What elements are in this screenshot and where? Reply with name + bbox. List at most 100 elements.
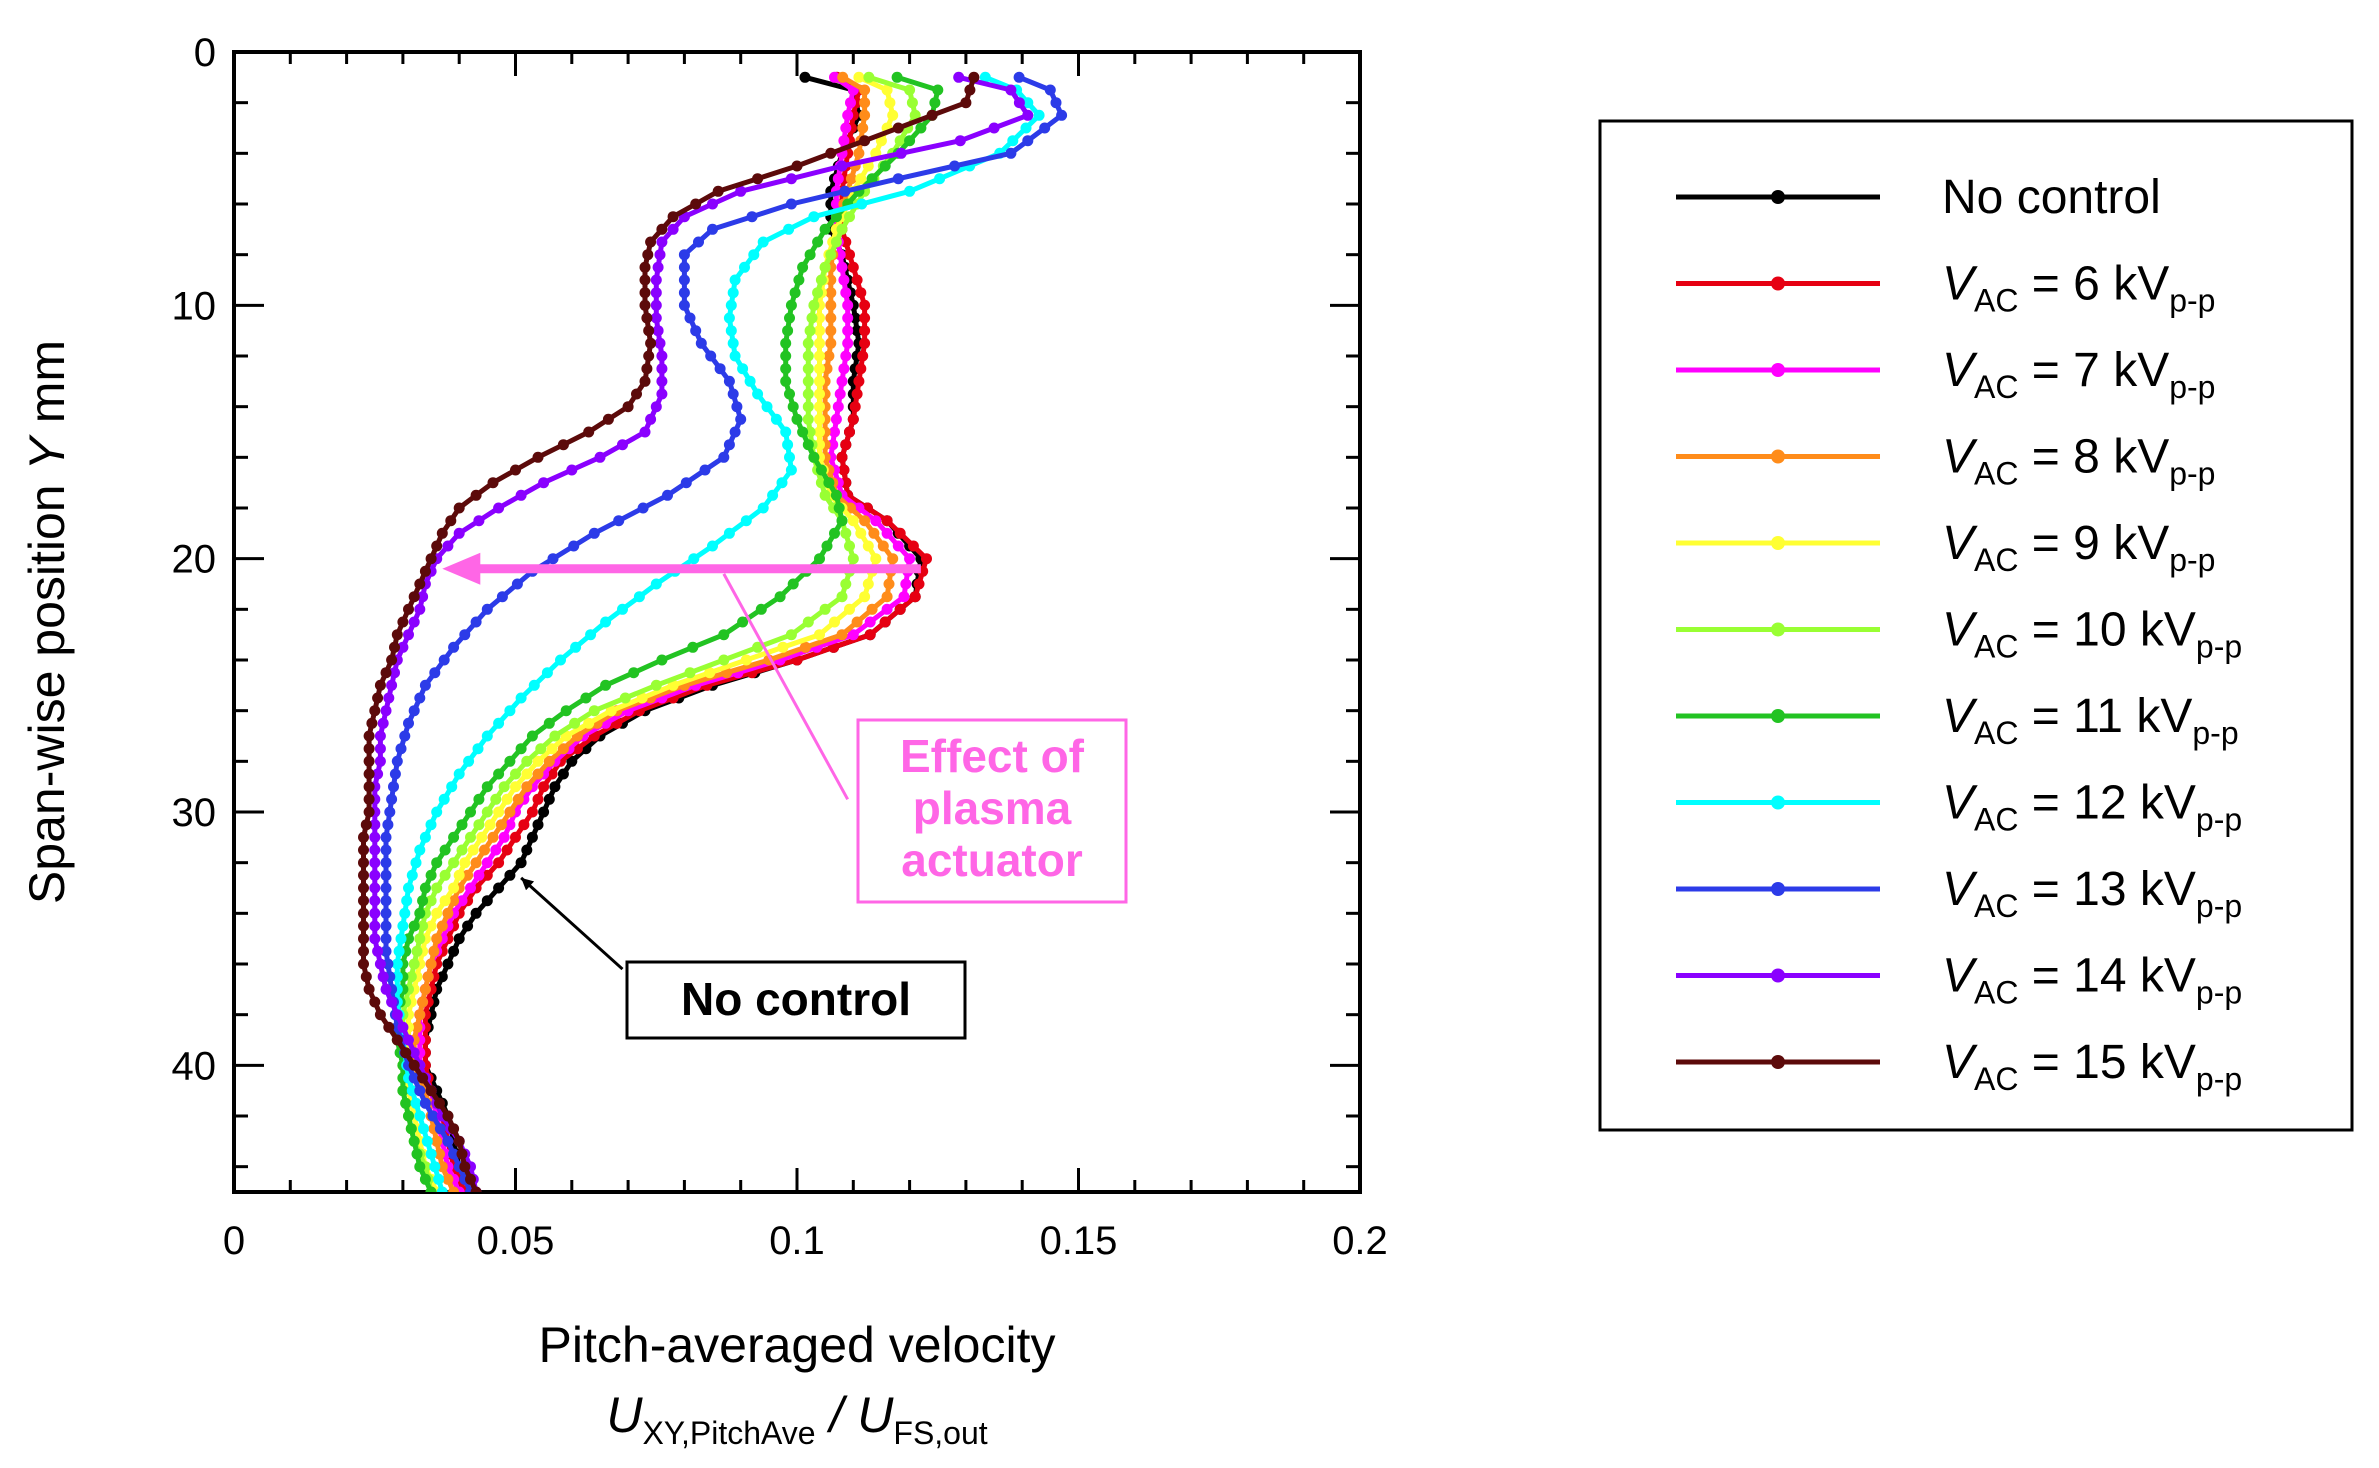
x-formula-den-var: U: [857, 1387, 894, 1443]
data-point: [602, 413, 614, 425]
data-point: [785, 173, 797, 185]
data-point: [436, 971, 448, 983]
data-point: [825, 299, 837, 311]
data-point: [881, 515, 893, 527]
data-point: [859, 337, 871, 349]
data-point: [934, 173, 946, 185]
legend-var-sub: AC: [1974, 888, 2018, 924]
data-point: [358, 907, 369, 919]
data-point: [442, 1110, 454, 1122]
data-point: [374, 755, 386, 767]
data-point: [372, 945, 384, 957]
data-point: [746, 211, 758, 223]
data-point: [836, 223, 848, 235]
data-point: [434, 1148, 445, 1160]
data-point: [395, 933, 407, 945]
data-point: [431, 540, 443, 552]
data-point: [881, 84, 893, 96]
no-control-callout-box: [625, 960, 967, 1040]
data-point: [431, 933, 443, 945]
data-point: [391, 958, 403, 970]
data-point: [389, 641, 400, 653]
data-point: [806, 312, 818, 324]
data-point: [403, 629, 414, 641]
data-point: [678, 249, 690, 261]
data-point: [414, 1009, 426, 1021]
data-point: [1056, 109, 1068, 121]
data-point: [837, 71, 849, 83]
data-point: [825, 147, 837, 159]
data-point: [785, 629, 797, 641]
data-point: [842, 299, 854, 311]
data-point: [380, 895, 392, 907]
data-point: [838, 274, 850, 286]
data-point: [1005, 84, 1017, 96]
data-point: [687, 641, 699, 653]
data-point: [363, 743, 375, 755]
data-point: [814, 350, 825, 362]
data-point: [393, 945, 405, 957]
data-point: [737, 616, 749, 628]
data-point: [844, 426, 855, 438]
data-point: [515, 692, 527, 704]
data-point: [921, 553, 932, 565]
y-axis-title: Span-wise position Y mm: [19, 340, 75, 904]
data-point: [812, 287, 824, 299]
data-point: [493, 502, 505, 514]
data-point: [532, 768, 544, 780]
data-point: [389, 667, 400, 679]
legend-var-sub: AC: [1974, 369, 2018, 405]
data-point: [521, 781, 533, 793]
data-point: [397, 1021, 409, 1033]
y-tick-label: 10: [172, 284, 217, 328]
data-point: [838, 363, 850, 375]
data-point: [543, 717, 555, 729]
data-point: [678, 274, 690, 286]
data-point: [391, 755, 403, 767]
data-point: [853, 147, 865, 159]
data-point: [900, 578, 912, 590]
data-point: [369, 996, 381, 1008]
data-point: [388, 781, 399, 793]
data-point: [414, 603, 426, 615]
legend-swatch-marker: [1771, 536, 1785, 550]
data-point: [780, 426, 792, 438]
data-point: [1022, 109, 1034, 121]
data-point: [476, 831, 488, 843]
data-point: [819, 603, 831, 615]
x-tick-label: 0.05: [477, 1219, 555, 1263]
data-point: [1039, 122, 1051, 134]
data-point: [639, 375, 651, 387]
data-point: [780, 350, 792, 362]
data-point: [836, 375, 848, 387]
data-point: [870, 515, 882, 527]
data-point: [414, 578, 426, 590]
data-point: [740, 515, 752, 527]
data-point: [427, 1110, 439, 1122]
data-point: [493, 768, 505, 780]
data-point: [504, 705, 516, 717]
data-point: [487, 477, 499, 489]
data-point: [521, 768, 533, 780]
legend-unit-sub: p-p: [2169, 283, 2215, 319]
legend-unit-sub: p-p: [2196, 975, 2242, 1011]
y-tick-label: 30: [172, 791, 217, 835]
data-point: [840, 527, 852, 539]
data-point: [723, 312, 735, 324]
data-point: [459, 857, 471, 869]
data-point: [819, 261, 831, 273]
data-point: [425, 920, 437, 932]
data-point: [847, 629, 859, 641]
data-point: [881, 527, 893, 539]
data-point: [836, 261, 848, 273]
data-point: [465, 806, 476, 818]
legend-swatch-marker: [1771, 795, 1785, 810]
data-point: [844, 249, 855, 261]
data-point: [784, 312, 795, 324]
y-axis-title-var: Y: [19, 433, 75, 470]
data-point: [448, 882, 460, 894]
data-point: [401, 895, 413, 907]
data-point: [802, 375, 814, 387]
data-point: [714, 363, 726, 375]
data-point: [515, 857, 527, 869]
